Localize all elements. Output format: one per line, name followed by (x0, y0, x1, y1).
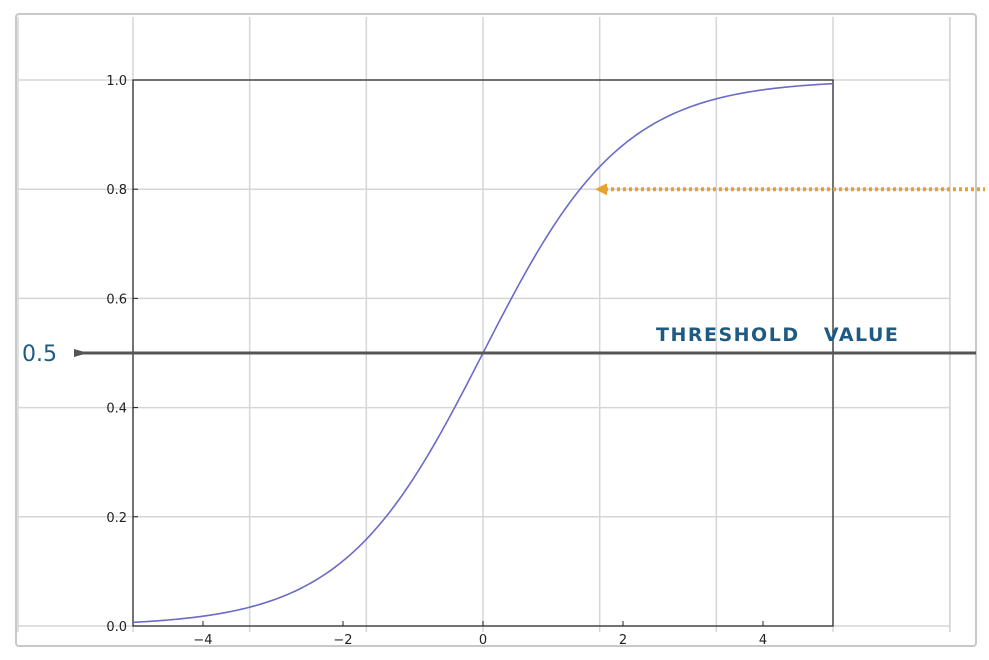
arrow-head (595, 183, 607, 196)
y-tick-label: 0.8 (106, 183, 127, 198)
y-tick-label: 0.4 (106, 402, 127, 417)
x-tick-label: −4 (193, 633, 212, 648)
y-tick-label: 0.6 (106, 292, 127, 307)
screen-border (15, 13, 977, 647)
threshold-arrowhead (74, 349, 88, 357)
threshold-text: THRESHOLD VALUE (656, 324, 899, 346)
annotations: 0.5 THRESHOLD VALUE (22, 183, 985, 367)
x-tick-label: 4 (759, 633, 767, 648)
y-tick-label: 0.0 (106, 620, 127, 635)
x-tick-label: −2 (333, 633, 352, 648)
threshold-value-label: 0.5 (22, 342, 57, 367)
x-tick-label: 0 (479, 633, 487, 648)
tick-labels: 0.0 0.2 0.4 0.6 0.8 1.0 −4 −2 0 2 4 (106, 74, 767, 648)
x-tick-label: 2 (619, 633, 627, 648)
y-tick-label: 1.0 (106, 74, 127, 89)
y-tick-label: 0.2 (106, 511, 127, 526)
